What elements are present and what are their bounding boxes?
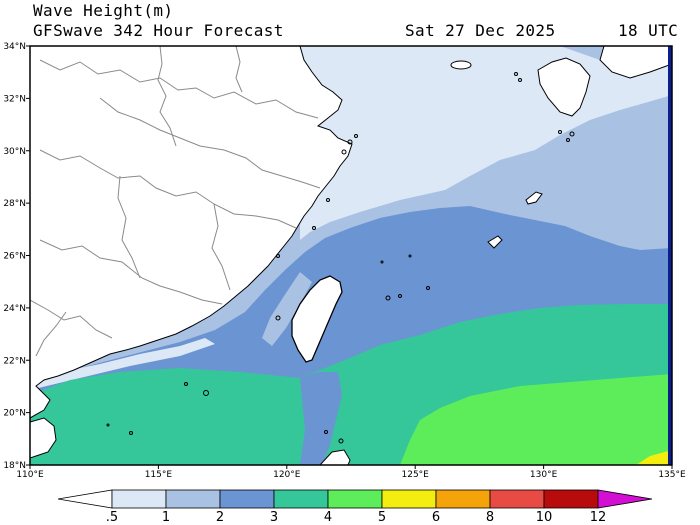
lat-tick-label: 18°N	[3, 461, 26, 471]
colorbar-segment	[489, 489, 545, 509]
colorbar-segment	[327, 489, 383, 509]
colorbar-arrow-high	[597, 489, 653, 509]
forecast-time: 18 UTC	[618, 21, 679, 40]
land-miyako	[487, 235, 503, 249]
land-jeju	[450, 60, 472, 70]
province-borders	[30, 46, 321, 357]
colorbar-label: 1	[162, 510, 170, 525]
colorbar: .5 1 2 3 4 5 6 8 10 12	[57, 489, 653, 525]
land-kyushu	[537, 57, 591, 117]
colorbar-arrow-low	[57, 489, 113, 509]
colorbar-label: 3	[270, 510, 278, 525]
wave-band-5-6m	[636, 450, 672, 465]
land-hainan	[30, 417, 57, 459]
lon-tick-label: 115°E	[145, 470, 173, 480]
colorbar-segment	[381, 489, 437, 509]
lat-tick-label: 30°N	[3, 147, 26, 157]
land-shikoku	[599, 46, 672, 79]
colorbar-segment	[435, 489, 491, 509]
wave-band-1-2m-strait	[262, 272, 312, 346]
lat-tick-label: 24°N	[3, 304, 26, 314]
forecast-subtitle: GFSwave 342 Hour Forecast	[33, 21, 284, 40]
colorbar-segment	[219, 489, 275, 509]
coastal-islands	[106, 72, 575, 444]
colorbar-label: 12	[590, 510, 607, 525]
colorbar-label: .5	[106, 510, 118, 525]
colorbar-label: 4	[324, 510, 332, 525]
wave-band-2-3m-channel	[300, 372, 342, 465]
colorbar-label: 5	[378, 510, 386, 525]
map-axes: 110°E 115°E 120°E 125°E 130°E 135°E 18°N 20°N 22…	[3, 42, 686, 480]
lon-tick-label: 110°E	[16, 470, 44, 480]
colorbar-label: 10	[536, 510, 553, 525]
colorbar-segment	[543, 489, 599, 509]
lat-tick-label: 26°N	[3, 252, 26, 262]
lat-tick-label: 34°N	[3, 42, 26, 52]
wave-band-4-5m	[400, 374, 672, 465]
lon-tick-label: 120°E	[273, 470, 301, 480]
land-okinawa	[525, 191, 543, 205]
wave-band-0.5-1m-coastal	[30, 338, 215, 390]
map-field	[30, 46, 672, 465]
forecast-date: Sat 27 Dec 2025	[405, 21, 556, 40]
lat-tick-label: 22°N	[3, 356, 26, 366]
lon-tick-label: 130°E	[530, 470, 558, 480]
land-luzon-tip	[319, 449, 351, 465]
lat-tick-label: 32°N	[3, 94, 26, 104]
lon-tick-label: 125°E	[402, 470, 430, 480]
lat-tick-label: 20°N	[3, 409, 26, 419]
map-title: Wave Height(m)	[33, 1, 174, 20]
colorbar-label: 8	[486, 510, 494, 525]
colorbar-segment	[111, 489, 167, 509]
map-right-edge	[668, 46, 672, 465]
colorbar-label: 6	[432, 510, 440, 525]
colorbar-segment	[273, 489, 329, 509]
lat-tick-label: 28°N	[3, 199, 26, 209]
land-taiwan	[291, 275, 343, 363]
land-mainland-china	[30, 46, 353, 419]
colorbar-segment	[165, 489, 221, 509]
lon-tick-label: 135°E	[658, 470, 686, 480]
colorbar-label: 2	[216, 510, 224, 525]
